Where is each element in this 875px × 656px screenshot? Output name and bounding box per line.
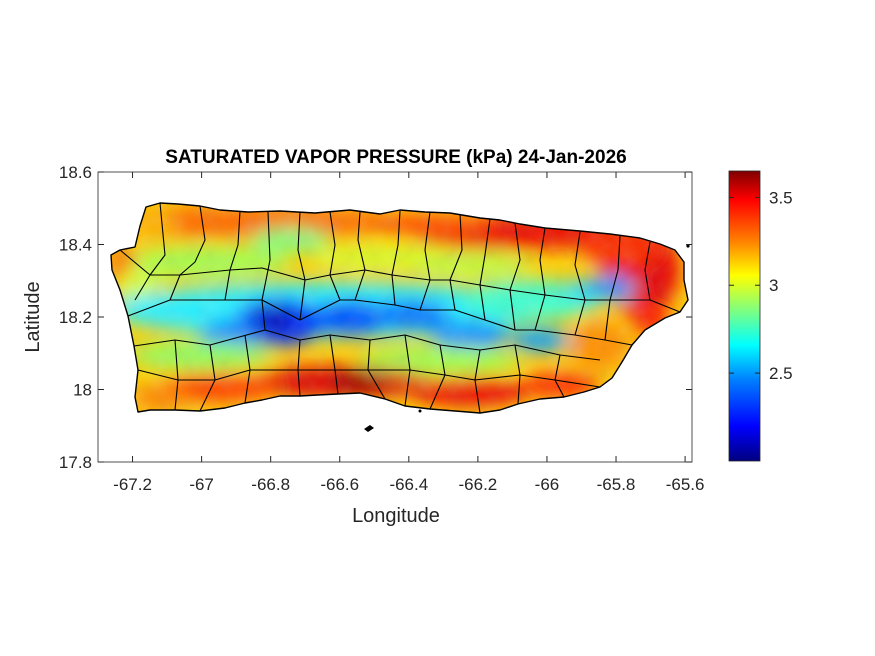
desecheo-islet (686, 244, 690, 248)
colorbar (728, 170, 761, 462)
y-tick-label: 17.8 (59, 453, 92, 472)
caja-de-muertos-island (364, 425, 374, 432)
municipality-boundaries (119, 202, 681, 414)
x-tick-label: -66.6 (320, 475, 359, 494)
y-axis: 18.6 18.4 18.2 18 17.8 (59, 163, 692, 472)
y-tick-label: 18 (73, 381, 92, 400)
x-tick-label: -66.4 (389, 475, 428, 494)
colorbar-tick-label: 2.5 (769, 364, 793, 383)
x-tick-label: -66.8 (251, 475, 290, 494)
small-islet-south (418, 409, 422, 413)
x-axis: -67.2 -67 -66.8 -66.6 -66.4 -66.2 -66 -65.8 -65.… (113, 172, 704, 494)
colorbar-tick-label: 3 (769, 276, 778, 295)
x-tick-label: -66 (535, 475, 560, 494)
y-tick-label: 18.4 (59, 236, 92, 255)
island-heat-field (111, 203, 688, 413)
x-axis-label: Longitude (352, 505, 440, 527)
colorbar-tick-label: 3.5 (769, 188, 793, 207)
x-tick-label: -67.2 (113, 475, 152, 494)
x-tick-label: -66.2 (459, 475, 498, 494)
island-outline (110, 202, 689, 414)
x-tick-label: -65.8 (597, 475, 636, 494)
colorbar-ticks: 3.5 3 2.5 (729, 188, 793, 383)
y-tick-label: 18.6 (59, 163, 92, 182)
chart-title: SATURATED VAPOR PRESSURE (kPa) 24-Jan-20… (165, 147, 626, 168)
y-tick-label: 18.2 (59, 308, 92, 327)
x-tick-label: -67 (189, 475, 214, 494)
x-tick-label: -65.6 (666, 475, 705, 494)
y-axis-label: Latitude (22, 281, 44, 352)
